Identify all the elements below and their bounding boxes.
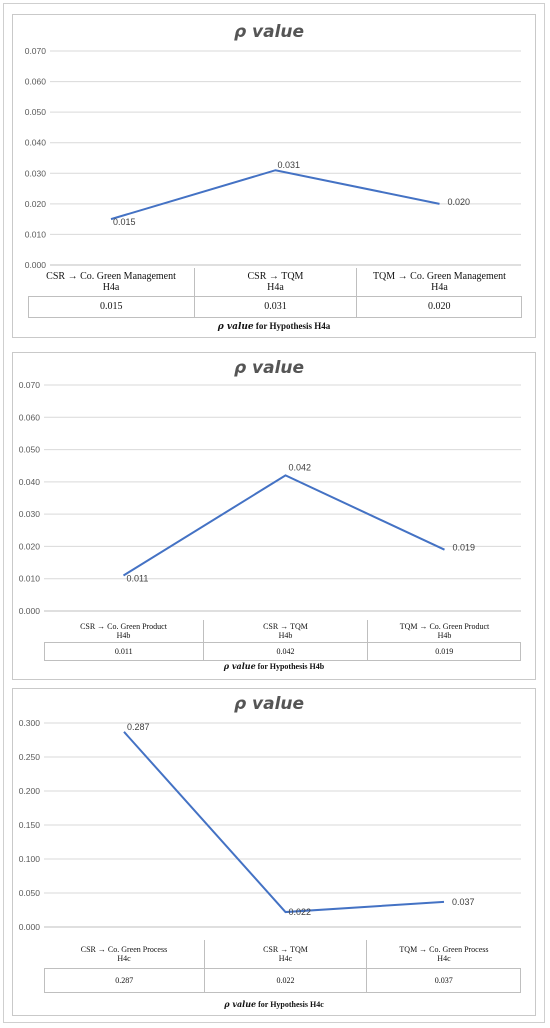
category-cell: CSR → Co. Green Management H4a bbox=[28, 268, 195, 297]
chart-caption: ρ value for Hypothesis H4a bbox=[13, 321, 535, 332]
y-tick-label: 0.300 bbox=[19, 718, 41, 728]
data-table: CSR → Co. Green Process H4c CSR → TQM H4c TQ… bbox=[44, 940, 521, 993]
y-tick-label: 0.010 bbox=[19, 574, 41, 584]
series-line bbox=[123, 731, 445, 914]
y-tick-label: 0.200 bbox=[19, 786, 41, 796]
category-cell: CSR → TQM H4c bbox=[203, 940, 368, 969]
y-tick-label: 0.070 bbox=[19, 380, 41, 390]
y-tick-label: 0.030 bbox=[25, 168, 47, 178]
data-label: 0.287 bbox=[127, 722, 150, 732]
table-value-row: 0.015 0.031 0.020 bbox=[28, 296, 522, 318]
chart-title: ρ value bbox=[234, 22, 304, 42]
y-tick-label: 0.060 bbox=[19, 412, 41, 422]
chart-title: ρ value bbox=[234, 358, 304, 378]
category-cell: TQM → Co. Green Process H4c bbox=[366, 940, 521, 969]
value-cell: 0.287 bbox=[44, 968, 205, 993]
data-label: 0.031 bbox=[278, 160, 301, 170]
value-cell: 0.031 bbox=[193, 296, 358, 318]
series-line bbox=[110, 169, 440, 221]
chart-0-svg: ρ value 0.000 0.010 0.020 0.030 0.040 0.050 0.0… bbox=[25, 22, 521, 270]
category-cell: TQM → Co. Green Management H4a bbox=[356, 268, 522, 297]
value-cell: 0.019 bbox=[367, 642, 521, 661]
data-label: 0.015 bbox=[113, 217, 136, 227]
table-header-row: CSR → Co. Green Process H4c CSR → TQM H4c TQ… bbox=[44, 940, 521, 969]
value-cell: 0.015 bbox=[28, 296, 195, 318]
y-tick-label: 0.060 bbox=[25, 77, 47, 87]
data-label: 0.011 bbox=[127, 573, 149, 583]
chart-panel-h4b: ρ value 0.000 0.010 0.020 0.030 0.040 0.050 0.0… bbox=[12, 352, 536, 680]
chart-caption: ρ value for Hypothesis H4b bbox=[13, 661, 535, 671]
caption-text: for Hypothesis H4c bbox=[256, 1000, 324, 1009]
chart-title: ρ value bbox=[234, 694, 304, 714]
chart-2-svg: ρ value 0.000 0.050 0.100 0.150 0.200 0.250 0.3… bbox=[19, 694, 521, 932]
y-tick-label: 0.250 bbox=[19, 752, 41, 762]
caption-symbol: ρ value bbox=[217, 322, 254, 332]
y-tick-label: 0.000 bbox=[19, 606, 41, 616]
data-label: 0.020 bbox=[448, 197, 471, 207]
chart-caption: ρ value for Hypothesis H4c bbox=[13, 999, 535, 1009]
value-cell: 0.042 bbox=[202, 642, 369, 661]
chart-1-svg: ρ value 0.000 0.010 0.020 0.030 0.040 0.050 0.0… bbox=[19, 358, 521, 616]
y-tick-label: 0.050 bbox=[19, 445, 41, 455]
y-tick-label: 0.040 bbox=[19, 477, 41, 487]
y-tick-label: 0.010 bbox=[25, 229, 47, 239]
caption-symbol: ρ value bbox=[224, 999, 257, 1009]
chart-panel-h4a: ρ value 0.000 0.010 0.020 0.030 0.040 0.050 0.0… bbox=[12, 14, 536, 338]
data-label: 0.019 bbox=[453, 543, 476, 553]
data-label: 0.022 bbox=[289, 907, 312, 917]
y-tick-label: 0.020 bbox=[25, 199, 47, 209]
table-header-row: CSR → Co. Green Product H4b CSR → TQM H4b TQ… bbox=[44, 620, 521, 643]
y-tick-label: 0.070 bbox=[25, 46, 47, 56]
category-cell: TQM → Co. Green Product H4b bbox=[367, 620, 521, 643]
caption-text: for Hypothesis H4b bbox=[255, 662, 325, 671]
y-tick-label: 0.050 bbox=[25, 107, 47, 117]
category-cell: CSR → Co. Green Process H4c bbox=[44, 940, 205, 969]
table-value-row: 0.011 0.042 0.019 bbox=[44, 642, 521, 661]
y-tick-label: 0.150 bbox=[19, 820, 41, 830]
figure-frame bbox=[3, 3, 545, 1023]
category-cell: CSR → TQM H4a bbox=[193, 268, 358, 297]
y-tick-label: 0.040 bbox=[25, 138, 47, 148]
value-cell: 0.020 bbox=[356, 296, 522, 318]
y-tick-label: 0.100 bbox=[19, 854, 41, 864]
caption-text: for Hypothesis H4a bbox=[253, 321, 331, 331]
series-line bbox=[122, 474, 445, 577]
chart-panel-h4c: ρ value 0.000 0.050 0.100 0.150 0.200 0.250 0.3… bbox=[12, 688, 536, 1016]
caption-symbol: ρ value bbox=[223, 661, 256, 671]
value-cell: 0.037 bbox=[366, 968, 521, 993]
y-tick-label: 0.050 bbox=[19, 888, 41, 898]
data-label: 0.037 bbox=[452, 897, 475, 907]
y-tick-label: 0.000 bbox=[25, 260, 47, 270]
y-tick-label: 0.020 bbox=[19, 541, 41, 551]
category-cell: CSR → Co. Green Product H4b bbox=[44, 620, 204, 643]
data-table: CSR → Co. Green Product H4b CSR → TQM H4b TQ… bbox=[44, 620, 521, 661]
y-tick-label: 0.030 bbox=[19, 509, 41, 519]
data-table: CSR → Co. Green Management H4a CSR → TQM H4… bbox=[28, 268, 522, 318]
y-tick-label: 0.000 bbox=[19, 922, 41, 932]
value-cell: 0.011 bbox=[44, 642, 204, 661]
table-header-row: CSR → Co. Green Management H4a CSR → TQM H4… bbox=[28, 268, 522, 297]
data-label: 0.042 bbox=[289, 462, 312, 472]
table-value-row: 0.287 0.022 0.037 bbox=[44, 968, 521, 993]
category-cell: CSR → TQM H4b bbox=[202, 620, 369, 643]
value-cell: 0.022 bbox=[203, 968, 368, 993]
